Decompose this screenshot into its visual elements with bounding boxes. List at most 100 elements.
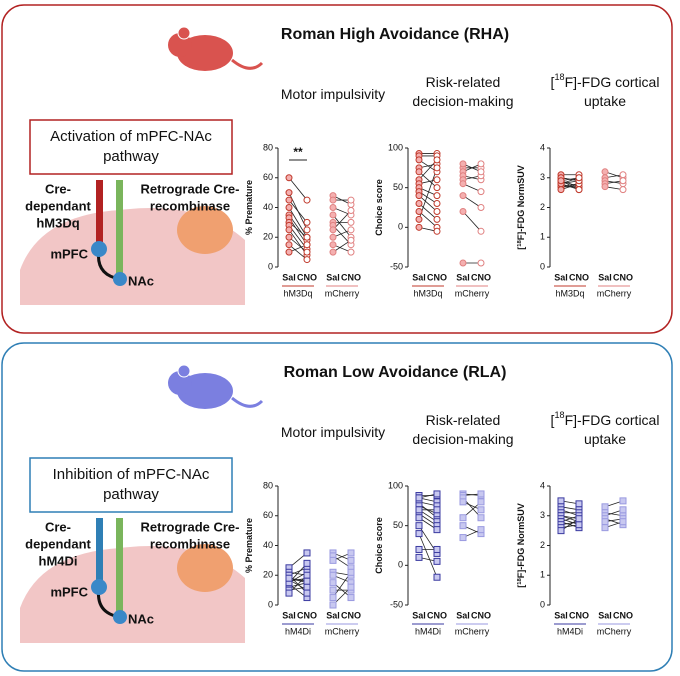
data-point (303, 256, 311, 264)
chart-title-part: decision-making (412, 93, 513, 109)
data-point (433, 200, 441, 208)
chart-title: Risk-related (426, 74, 501, 90)
animal-ear (177, 26, 191, 40)
condition-label: Sal (598, 610, 612, 620)
condition-label: Sal (598, 272, 612, 282)
data-point (303, 571, 311, 579)
condition-label: CNO (427, 610, 447, 620)
chart-title-part: uptake (584, 431, 626, 447)
data-point (619, 497, 627, 505)
y-axis-label-part: 18 (517, 240, 523, 247)
condition-label: CNO (471, 272, 491, 282)
y-tick-label: 80 (263, 142, 273, 152)
pair-line (288, 244, 308, 260)
pair-line (332, 214, 352, 238)
data-point (347, 594, 355, 602)
animal-tail (231, 396, 264, 408)
data-point (415, 200, 423, 208)
data-point (575, 500, 583, 508)
group-label: mCherry (455, 626, 490, 636)
y-axis-label-part: Choice score (374, 179, 384, 236)
data-point (285, 589, 293, 597)
data-point (415, 168, 423, 176)
data-point (329, 571, 337, 579)
chart-title-part: [ (551, 74, 555, 90)
data-point (285, 204, 293, 211)
data-point (347, 226, 355, 234)
y-axis-label-part: 18 (517, 578, 523, 585)
data-point (329, 233, 337, 241)
data-point (285, 189, 293, 197)
condition-label: CNO (427, 272, 447, 282)
data-point (459, 180, 467, 188)
chart-title-part: uptake (584, 93, 626, 109)
cre-label: hM3Dq (36, 215, 79, 230)
cre-label: Cre- (45, 181, 71, 196)
data-point (329, 556, 337, 564)
data-point (303, 196, 311, 204)
group-label: hM3Dq (555, 288, 584, 298)
y-axis-label-part: Choice score (374, 517, 384, 574)
y-axis-label: [18F]-FDG NormSUV (516, 165, 526, 250)
pair-line (418, 195, 438, 212)
data-point (415, 553, 423, 561)
condition-label: Sal (456, 272, 470, 282)
pair-line (418, 171, 438, 188)
y-axis-label: % Premature (244, 518, 254, 573)
pair-line (462, 211, 482, 232)
data-point (303, 226, 311, 234)
panel-title: Roman High Avoidance (RHA) (281, 26, 509, 43)
data-point (477, 168, 485, 176)
pair-line (288, 177, 308, 201)
condition-label: CNO (297, 610, 317, 620)
data-point (347, 556, 355, 564)
condition-label: Sal (456, 610, 470, 620)
y-axis-label: [18F]-FDG NormSUV (516, 503, 526, 588)
condition-label: CNO (341, 610, 361, 620)
data-point (459, 514, 467, 522)
data-point (347, 196, 355, 204)
panel-title: Roman Low Avoidance (RLA) (284, 364, 507, 381)
data-point (575, 521, 583, 529)
data-point (303, 218, 311, 226)
group-label: hM3Dq (413, 288, 442, 298)
data-point (477, 514, 485, 522)
data-point (329, 586, 337, 594)
data-point (415, 207, 423, 215)
retro-label: recombinase (150, 536, 230, 551)
y-tick-label: 1 (540, 570, 545, 580)
mpfc-site (91, 579, 107, 595)
chart-title: Motor impulsivity (281, 86, 385, 102)
data-point (477, 160, 485, 168)
y-tick-label: 3 (540, 172, 545, 182)
chart-title-part: Motor impulsivity (281, 424, 385, 440)
data-point (601, 168, 609, 176)
data-point (329, 204, 337, 211)
retro-label: recombinase (150, 198, 230, 213)
chart-title-part: 18 (554, 72, 564, 82)
chart-title: [18F]-FDG cortical (551, 410, 660, 427)
cre-label: dependant (25, 536, 91, 551)
group-label: mCherry (597, 626, 632, 636)
nac-label: NAc (128, 611, 154, 626)
data-point (285, 248, 293, 256)
y-tick-label: 1 (540, 232, 545, 242)
data-point (557, 177, 565, 185)
chart-title-part: F]-FDG cortical (565, 74, 660, 90)
data-point (285, 196, 293, 204)
chart-title-part: F]-FDG cortical (565, 412, 660, 428)
pair-line (288, 207, 308, 238)
group-label: mCherry (325, 626, 360, 636)
condition-label: Sal (412, 272, 426, 282)
data-point (415, 215, 423, 223)
y-tick-label: 0 (398, 222, 403, 232)
data-point (477, 259, 485, 267)
data-point (575, 515, 583, 523)
group-label: mCherry (325, 288, 360, 298)
data-point (459, 207, 467, 215)
y-axis-label-part: % Premature (244, 180, 254, 235)
y-tick-label: 2 (540, 540, 545, 550)
data-point (459, 160, 467, 168)
y-axis-label-part: F]-FDG NormSUV (516, 165, 526, 240)
